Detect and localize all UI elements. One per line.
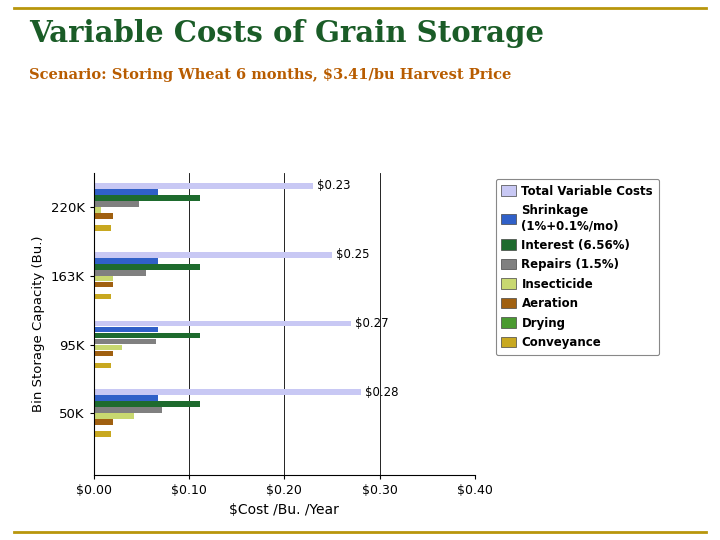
- Bar: [94, 270, 146, 275]
- Text: $0.25: $0.25: [336, 248, 369, 261]
- Text: $0.27: $0.27: [355, 317, 389, 330]
- Bar: [94, 264, 200, 269]
- Bar: [94, 408, 162, 413]
- Bar: [94, 333, 200, 338]
- X-axis label: $Cost /Bu. /Year: $Cost /Bu. /Year: [230, 503, 339, 517]
- Bar: [94, 207, 102, 213]
- Text: Variable Costs of Grain Storage: Variable Costs of Grain Storage: [29, 19, 544, 48]
- Bar: [94, 401, 200, 407]
- Bar: [94, 276, 113, 281]
- Bar: [94, 431, 111, 437]
- Bar: [94, 195, 200, 201]
- Bar: [94, 339, 156, 345]
- Y-axis label: Bin Storage Capacity (Bu.): Bin Storage Capacity (Bu.): [32, 236, 45, 412]
- Text: $0.28: $0.28: [364, 386, 398, 399]
- Bar: [94, 420, 113, 425]
- Bar: [94, 321, 351, 326]
- Bar: [94, 201, 140, 207]
- Bar: [94, 294, 111, 300]
- Text: Scenario: Storing Wheat 6 months, $3.41/bu Harvest Price: Scenario: Storing Wheat 6 months, $3.41/…: [29, 68, 511, 82]
- Bar: [94, 189, 158, 195]
- Bar: [94, 362, 111, 368]
- Bar: [94, 183, 313, 189]
- Bar: [94, 327, 158, 332]
- Bar: [94, 414, 134, 419]
- Bar: [94, 252, 332, 258]
- Bar: [94, 345, 122, 350]
- Text: $0.23: $0.23: [317, 179, 351, 192]
- Bar: [94, 258, 158, 264]
- Bar: [94, 282, 113, 287]
- Bar: [94, 395, 158, 401]
- Bar: [94, 350, 113, 356]
- Bar: [94, 213, 113, 219]
- Bar: [94, 225, 111, 231]
- Legend: Total Variable Costs, Shrinkage
(1%+0.1%/mo), Interest (6.56%), Repairs (1.5%), : Total Variable Costs, Shrinkage (1%+0.1%…: [495, 179, 659, 355]
- Bar: [94, 389, 361, 395]
